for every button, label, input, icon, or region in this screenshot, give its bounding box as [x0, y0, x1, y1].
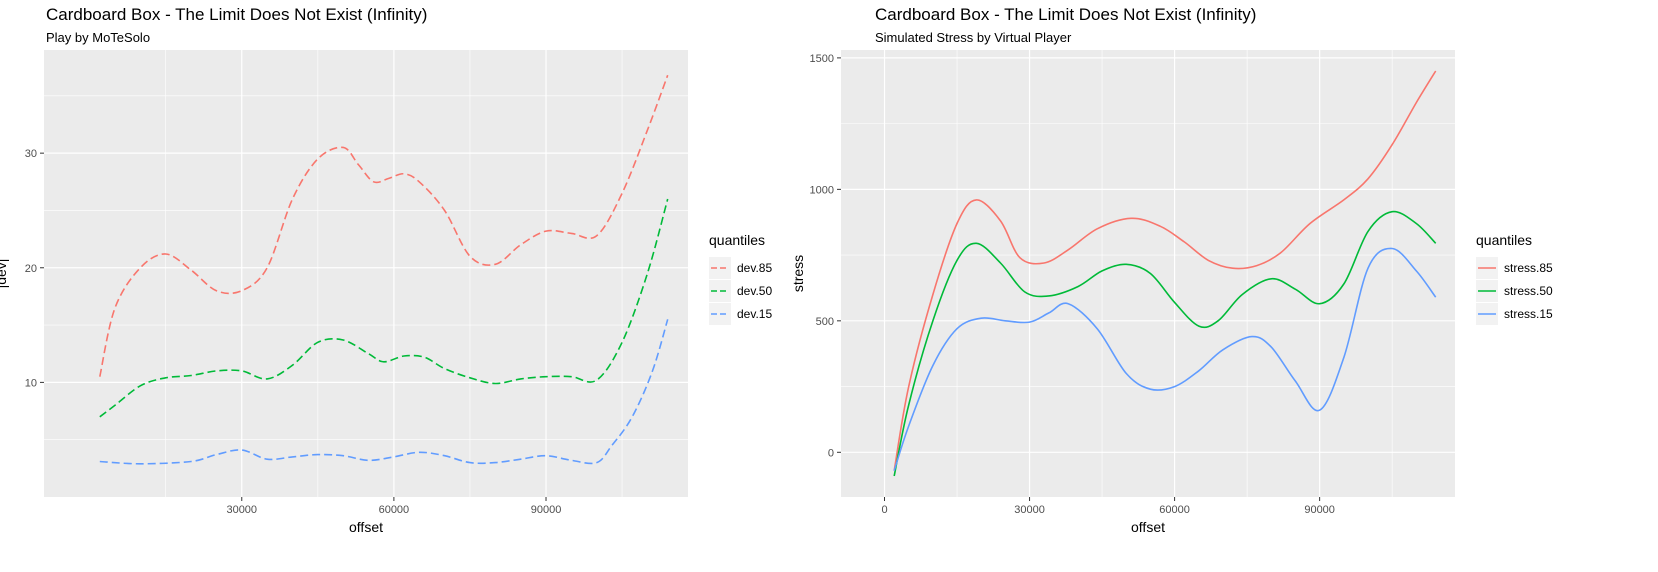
x-tick-label: 60000 — [1159, 504, 1190, 516]
x-axis-title: offset — [349, 519, 383, 535]
legend-label: dev.50 — [737, 284, 772, 298]
series-line-stress.85 — [893, 70, 1437, 471]
legend-label: stress.85 — [1504, 261, 1553, 275]
x-tick-label: 90000 — [531, 504, 562, 516]
series-line-dev.15 — [99, 319, 669, 465]
series-line-stress.50 — [893, 210, 1437, 477]
series-line-dev.50 — [99, 198, 669, 418]
chart-right-plot: 0 30000 60000 90000 0 500 1000 1500 offset stress… — [790, 50, 1553, 535]
y-axis-title: |dev| — [0, 259, 9, 289]
x-tick-label: 90000 — [1304, 504, 1335, 516]
y-tick-label: 20 — [25, 263, 37, 275]
series-line-stress.15 — [893, 247, 1437, 471]
legend-label: dev.85 — [737, 261, 772, 275]
legend-label: dev.15 — [737, 307, 772, 321]
series-line-dev.85 — [99, 74, 669, 377]
x-axis-title: offset — [1131, 519, 1165, 535]
chart-title: Cardboard Box - The Limit Does Not Exist… — [875, 5, 1257, 24]
legend-title: quantiles — [1476, 232, 1532, 248]
y-tick-label: 0 — [828, 447, 834, 459]
y-tick-label: 1500 — [810, 53, 834, 65]
y-axis-title: stress — [790, 255, 806, 292]
plot-background — [44, 50, 688, 497]
chart-left: Cardboard Box - The Limit Does Not Exist… — [0, 5, 772, 535]
legend-label: stress.15 — [1504, 307, 1553, 321]
plot-background — [841, 50, 1455, 497]
chart-right: Cardboard Box - The Limit Does Not Exist… — [790, 0, 1658, 572]
chart-subtitle: Play by MoTeSolo — [46, 30, 151, 45]
legend-label: stress.50 — [1504, 284, 1553, 298]
chart-title: Cardboard Box - The Limit Does Not Exist… — [46, 5, 428, 24]
y-tick-label: 10 — [25, 377, 37, 389]
legend-title: quantiles — [709, 232, 765, 248]
x-tick-label: 60000 — [379, 504, 410, 516]
x-tick-label: 0 — [881, 504, 887, 516]
x-tick-label: 30000 — [226, 504, 257, 516]
y-tick-label: 500 — [816, 316, 834, 328]
chart-subtitle: Simulated Stress by Virtual Player — [875, 30, 1072, 45]
x-tick-label: 30000 — [1014, 504, 1045, 516]
chart-left-plot: 30000 60000 90000 10 20 30 offset |dev| quantile… — [0, 50, 772, 535]
y-tick-label: 30 — [25, 148, 37, 160]
y-tick-label: 1000 — [810, 184, 834, 196]
